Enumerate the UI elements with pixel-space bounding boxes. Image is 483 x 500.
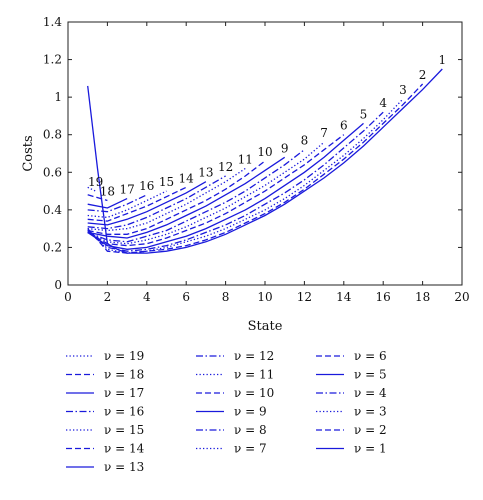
axes: 0 2 4 6 8 10 12 14 16 18 2000.20.40.60.811.21.4Sta… bbox=[21, 15, 470, 334]
series-line-v19 bbox=[87, 186, 96, 192]
y-tick-label: 0 bbox=[54, 278, 62, 292]
x-axis-title: State bbox=[248, 319, 283, 334]
y-tick-label: 0.6 bbox=[43, 165, 62, 179]
curve-label-v16: 16 bbox=[139, 179, 154, 193]
series-line-v13 bbox=[87, 181, 207, 226]
curve-label-v18: 18 bbox=[100, 184, 115, 198]
x-tick-label: 18 bbox=[415, 290, 430, 304]
curve-label-v4: 4 bbox=[379, 96, 387, 110]
x-tick-label: 12 bbox=[297, 290, 312, 304]
series-line-v1 bbox=[87, 68, 443, 254]
legend-label-v16: ν = 16 bbox=[104, 405, 144, 419]
legend-label-v6: ν = 6 bbox=[354, 349, 387, 363]
legend-label-v10: ν = 10 bbox=[234, 386, 274, 400]
curve-label-v12: 12 bbox=[218, 160, 233, 174]
x-tick-label: 10 bbox=[257, 290, 272, 304]
curve-label-v11: 11 bbox=[238, 153, 253, 167]
series-line-v9 bbox=[87, 156, 286, 239]
x-tick-label: 0 bbox=[64, 290, 72, 304]
curve-label-v8: 8 bbox=[301, 134, 309, 148]
series-line-v8 bbox=[87, 149, 305, 243]
y-tick-label: 0.4 bbox=[43, 203, 62, 217]
curve-label-v6: 6 bbox=[340, 119, 348, 133]
y-tick-label: 1 bbox=[54, 90, 62, 104]
legend-label-v18: ν = 18 bbox=[104, 368, 144, 382]
legend-label-v9: ν = 9 bbox=[234, 405, 267, 419]
legend-label-v2: ν = 2 bbox=[354, 423, 387, 437]
y-tick-label: 1.2 bbox=[43, 53, 62, 67]
series-line-v16 bbox=[87, 194, 148, 213]
legend-label-v13: ν = 13 bbox=[104, 460, 144, 474]
legend-label-v11: ν = 11 bbox=[234, 368, 274, 382]
x-tick-label: 20 bbox=[454, 290, 469, 304]
curve-label-v19: 19 bbox=[88, 175, 103, 189]
y-tick-label: 1.4 bbox=[43, 15, 62, 29]
series-line-v5 bbox=[87, 122, 364, 250]
x-tick-label: 6 bbox=[182, 290, 190, 304]
y-tick-label: 0.2 bbox=[43, 240, 62, 254]
legend-label-v7: ν = 7 bbox=[234, 442, 267, 456]
x-tick-label: 14 bbox=[336, 290, 352, 304]
curve-label-v7: 7 bbox=[320, 126, 328, 140]
legend-label-v8: ν = 8 bbox=[234, 423, 267, 437]
curve-label-v14: 14 bbox=[179, 171, 195, 185]
x-tick-label: 2 bbox=[104, 290, 112, 304]
curve-label-v13: 13 bbox=[198, 166, 213, 180]
series-line-v10 bbox=[87, 160, 266, 235]
curve-label-v17: 17 bbox=[119, 183, 134, 197]
legend-label-v15: ν = 15 bbox=[104, 423, 144, 437]
legend-label-v4: ν = 4 bbox=[354, 386, 387, 400]
legend: ν = 19 ν = 18 ν = 17 ν = 16 ν = 15 ν = 14 ν = … bbox=[66, 349, 387, 474]
series-line-v18 bbox=[87, 194, 108, 202]
series-line-v17 bbox=[87, 198, 128, 209]
curve-label-v10: 10 bbox=[257, 145, 272, 159]
curve-label-v5: 5 bbox=[360, 107, 368, 121]
legend-label-v14: ν = 14 bbox=[104, 442, 145, 456]
curve-label-v9: 9 bbox=[281, 141, 289, 155]
series-line-v3 bbox=[87, 98, 404, 254]
series-line-v12 bbox=[87, 175, 226, 230]
curve-label-v15: 15 bbox=[159, 175, 174, 189]
legend-label-v12: ν = 12 bbox=[234, 349, 274, 363]
x-tick-label: 4 bbox=[143, 290, 151, 304]
curves bbox=[87, 68, 443, 254]
curve-label-v3: 3 bbox=[399, 83, 407, 97]
x-tick-label: 16 bbox=[376, 290, 391, 304]
curve-label-v2: 2 bbox=[419, 68, 427, 82]
series-line-v6 bbox=[87, 134, 345, 247]
series-line-v4 bbox=[87, 111, 384, 252]
y-tick-label: 0.8 bbox=[43, 128, 62, 142]
x-tick-label: 8 bbox=[222, 290, 230, 304]
curve-label-v1: 1 bbox=[438, 53, 446, 67]
legend-label-v5: ν = 5 bbox=[354, 368, 387, 382]
legend-label-v19: ν = 19 bbox=[104, 349, 144, 363]
legend-label-v3: ν = 3 bbox=[354, 405, 387, 419]
legend-label-v17: ν = 17 bbox=[104, 386, 144, 400]
legend-label-v1: ν = 1 bbox=[354, 442, 387, 456]
y-axis-title: Costs bbox=[21, 135, 36, 171]
